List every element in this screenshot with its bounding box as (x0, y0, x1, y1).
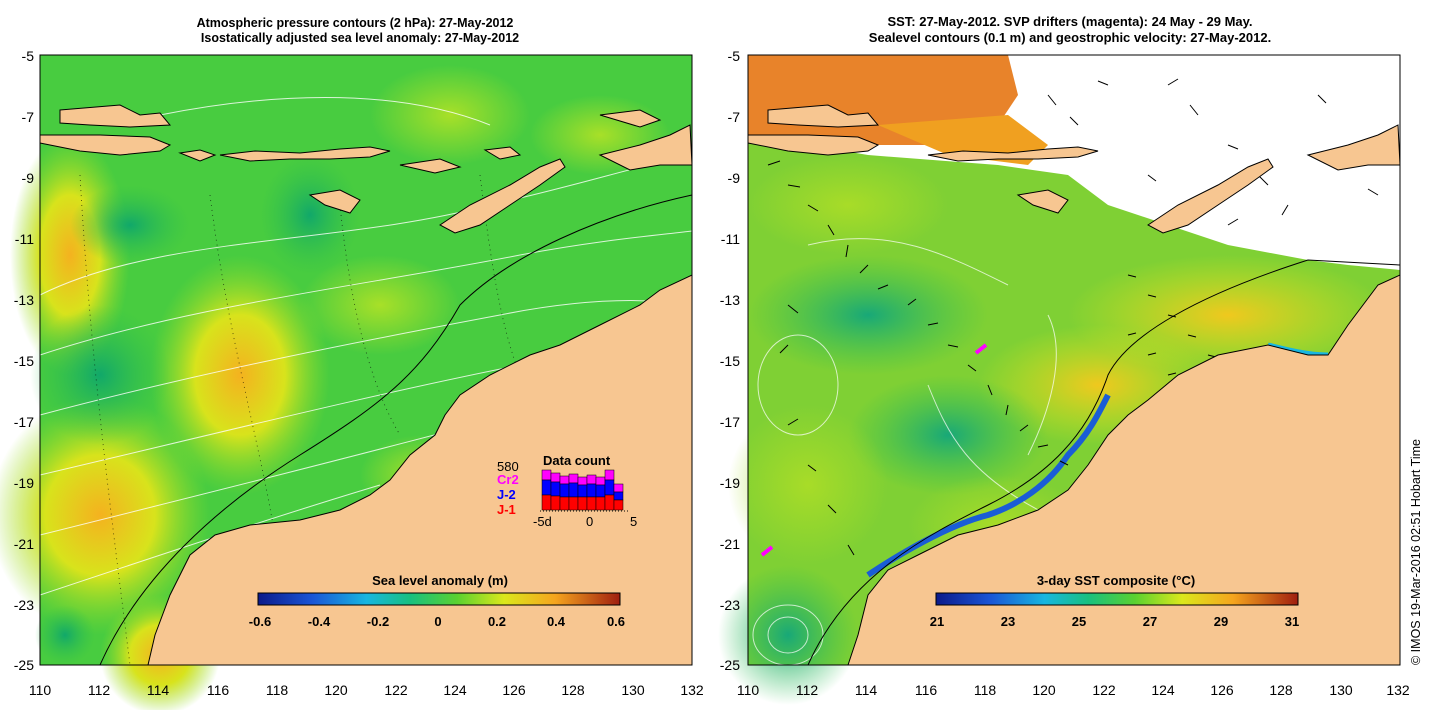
right-xtick: 118 (973, 682, 997, 698)
right-shelf-contour (807, 259, 1401, 666)
left-cbar-label: 0.6 (606, 614, 626, 629)
australia-landmass (147, 274, 693, 666)
right-cbar-label: 31 (1284, 614, 1300, 629)
right-ytick: -9 (727, 170, 740, 186)
left-colorbar-title: Sea level anomaly (m) (372, 573, 508, 588)
sla-dotted-contours (79, 174, 521, 666)
right-xtick: 130 (1329, 682, 1353, 698)
right-colorbar-title: 3-day SST composite (°C) (1036, 573, 1196, 588)
svp-drifter-track (974, 343, 988, 355)
right-australia-landmass (847, 274, 1401, 666)
left-ytick: -11 (14, 231, 34, 247)
data-count-max: 580 (497, 459, 519, 474)
left-cbar-label: 0.4 (546, 614, 566, 629)
right-cbar-label: 21 (929, 614, 945, 629)
left-cbar-label: -0.2 (366, 614, 390, 629)
right-xtick: 126 (1210, 682, 1234, 698)
svp-drifter-track (760, 545, 774, 557)
right-cbar-label: 27 (1142, 614, 1158, 629)
right-ytick: -7 (727, 109, 740, 125)
right-cbar-label: 25 (1071, 614, 1087, 629)
data-count-j2-label: J-2 (497, 487, 516, 502)
left-ytick: -21 (13, 536, 34, 552)
right-cbar-label: 23 (1000, 614, 1016, 629)
left-xtick: 112 (87, 682, 111, 698)
left-xtick: 110 (28, 682, 52, 698)
geostrophic-velocity-arrows (767, 78, 1379, 556)
left-cbar-label: -0.6 (248, 614, 272, 629)
left-map (0, 54, 693, 710)
left-ytick: -7 (21, 109, 34, 125)
data-count-cr2-label: Cr2 (497, 472, 519, 487)
right-colorbar (935, 592, 1299, 606)
left-xtick: 118 (265, 682, 289, 698)
data-count-bars (540, 469, 630, 512)
left-xtick: 124 (443, 682, 467, 698)
right-ytick: -17 (719, 414, 740, 430)
right-ytick: -19 (719, 475, 740, 491)
right-title-line2: Sealevel contours (0.1 m) and geostrophi… (868, 30, 1272, 45)
left-colorbar (257, 592, 621, 606)
coastal-cold-strip (866, 393, 1111, 578)
left-ytick: -5 (21, 48, 34, 64)
right-xtick: 132 (1386, 682, 1410, 698)
right-xtick: 116 (914, 682, 938, 698)
right-indonesia-islands (747, 104, 1401, 234)
shelf-contour (99, 194, 693, 666)
right-ytick: -5 (727, 48, 740, 64)
right-ytick: -15 (719, 353, 740, 369)
left-xtick: 122 (384, 682, 408, 698)
right-ytick: -25 (719, 657, 740, 673)
left-ytick: -25 (13, 657, 34, 673)
right-xtick: 124 (1151, 682, 1175, 698)
right-map (718, 54, 1401, 705)
right-cbar-label: 29 (1213, 614, 1229, 629)
left-map-frame (39, 54, 693, 666)
imos-credit: © IMOS 19-Mar-2016 02:51 Hobart Time (1409, 439, 1423, 665)
left-xtick: 120 (324, 682, 348, 698)
indonesia-islands (39, 104, 693, 234)
right-map-frame (747, 54, 1401, 666)
left-cbar-label: 0 (434, 614, 442, 629)
left-ytick: -19 (13, 475, 34, 491)
right-xtick: 128 (1269, 682, 1293, 698)
right-xtick: 114 (854, 682, 878, 698)
right-ytick: -21 (719, 536, 740, 552)
right-xtick: 122 (1092, 682, 1116, 698)
left-title-line1: Atmospheric pressure contours (2 hPa): 2… (196, 16, 514, 30)
left-cbar-label: 0.2 (487, 614, 507, 629)
data-count-axis-mid: 0 (586, 514, 594, 529)
right-xtick: 110 (736, 682, 760, 698)
left-ytick: -13 (13, 292, 34, 308)
left-xtick: 130 (621, 682, 645, 698)
left-cbar-label: -0.4 (307, 614, 331, 629)
data-count-axis-start: -5d (533, 514, 552, 529)
left-xtick: 114 (146, 682, 170, 698)
left-ytick: -15 (13, 353, 34, 369)
sla-anomaly-patches (0, 65, 670, 710)
left-xtick: 132 (680, 682, 704, 698)
right-title-line1: SST: 27-May-2012. SVP drifters (magenta)… (887, 14, 1253, 29)
left-title-line2: Isostatically adjusted sea level anomaly… (200, 31, 520, 45)
right-ytick: -13 (719, 292, 740, 308)
left-xtick: 126 (502, 682, 526, 698)
left-xtick: 128 (561, 682, 585, 698)
right-ytick: -11 (720, 231, 740, 247)
left-xtick: 116 (206, 682, 230, 698)
data-count-title: Data count (543, 453, 611, 468)
left-ytick: -17 (13, 414, 34, 430)
data-count-j1-label: J-1 (497, 502, 516, 517)
left-ytick: -9 (21, 170, 34, 186)
data-count-axis-end: 5 (630, 514, 638, 529)
right-ytick: -23 (719, 597, 740, 613)
right-xtick: 112 (795, 682, 819, 698)
left-ytick: -23 (13, 597, 34, 613)
right-xtick: 120 (1032, 682, 1056, 698)
